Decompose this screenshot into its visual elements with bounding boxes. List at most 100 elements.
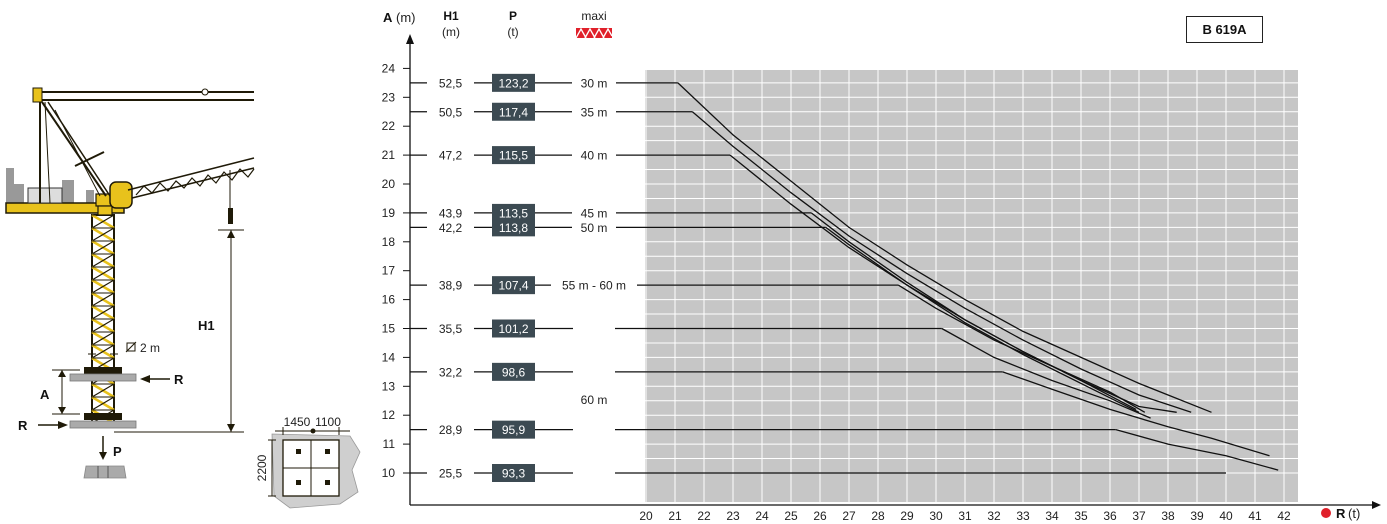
h1-cell [427, 203, 474, 222]
p-value: 107,4 [498, 279, 528, 293]
p-value: 93,3 [502, 467, 526, 481]
maxi-value: 55 m - 60 m [562, 279, 626, 293]
maxi-cell [572, 73, 616, 92]
footprint-width-2: 1100 [315, 415, 341, 429]
h1-value: 47,2 [439, 149, 463, 163]
x-tick-label: 42 [1277, 509, 1291, 523]
y-tick-label: 17 [382, 264, 396, 278]
maxi-cell [572, 218, 616, 237]
h1-cell [427, 146, 474, 165]
h1-header: H1 [443, 9, 459, 23]
x-tick-label: 27 [842, 509, 856, 523]
p-cell [492, 203, 535, 222]
p-cell [492, 73, 535, 92]
x-tick-label: 41 [1248, 509, 1262, 523]
x-tick-label: 32 [987, 509, 1001, 523]
h1-value: 52,5 [439, 76, 463, 90]
p-cell [492, 276, 535, 295]
x-tick-label: 31 [958, 509, 972, 523]
x-tick-label: 28 [871, 509, 885, 523]
x-tick-label: 40 [1219, 509, 1233, 523]
h1-cell [427, 73, 474, 92]
load-curve [810, 212, 1137, 410]
x-tick-label: 33 [1016, 509, 1030, 523]
buildings-icon [6, 168, 94, 204]
h1-value: 28,9 [439, 423, 463, 437]
y-tick-labels: 10 11 12 13 14 15 16 17 18 19 20 21 22 23 24 [382, 61, 410, 480]
load-curve [1002, 371, 1270, 457]
row-labels: 52,5 123,2 30 m 50,5 117,4 35 m 47,2 115,5 40 m 4… [427, 73, 637, 484]
curves [677, 82, 1279, 471]
h1-header-unit: (m) [442, 25, 460, 39]
p-value: 117,4 [499, 105, 528, 119]
y-tick-label: 19 [382, 206, 396, 220]
footprint-height: 2200 [255, 454, 269, 481]
r-axis-label: R [1336, 506, 1346, 521]
lower-collar [84, 413, 122, 420]
jib-truss-icon [109, 157, 255, 224]
y-tick-label: 24 [382, 61, 396, 75]
p-force-label: P [113, 444, 122, 459]
x-tick-label: 24 [755, 509, 769, 523]
p-value: 95,9 [502, 423, 526, 437]
y-tick-label: 22 [382, 119, 396, 133]
upper-collar [84, 367, 122, 374]
y-tick-label: 10 [382, 466, 396, 480]
x-tick-labels: 20 21 22 23 24 25 26 27 28 29 30 31 32 33 34 35 36 37 38 39… [639, 509, 1291, 523]
mast-icon [91, 213, 115, 425]
h1-value: 38,9 [439, 279, 463, 293]
p-cell [492, 146, 535, 165]
x-tick-label: 21 [668, 509, 682, 523]
footprint-diagram: 1450 1100 2200 [255, 415, 361, 509]
y-tick-label: 14 [382, 350, 396, 364]
p-value: 123,2 [498, 76, 528, 90]
h1-value: 32,2 [439, 365, 463, 379]
maxi-merged-cell [573, 319, 615, 484]
h1-value: 43,9 [439, 206, 463, 220]
h1-value: 50,5 [439, 105, 463, 119]
a-dimension-label: A [40, 387, 50, 402]
mast-width-label: 2 m [140, 341, 160, 355]
x-tick-label: 35 [1074, 509, 1088, 523]
y-tick-label: 20 [382, 177, 396, 191]
y-tick-label: 21 [382, 148, 396, 162]
r-force-label-left: R [18, 418, 28, 433]
maxi-cell [572, 146, 616, 165]
load-curve [825, 226, 1140, 413]
p-header-unit: (t) [507, 25, 518, 39]
machinery-icon [27, 187, 63, 204]
crane-diagram: H1 2 m A R R P [5, 87, 255, 479]
maxi-jib-icon [575, 27, 613, 39]
p-value: 98,6 [502, 365, 526, 379]
x-tick-label: 25 [784, 509, 798, 523]
maxi-cell [551, 276, 637, 295]
foundation-icon [83, 465, 127, 479]
maxi-value: 35 m [581, 105, 608, 119]
load-curve [941, 327, 1151, 419]
p-cell [492, 319, 535, 338]
maxi-value: 45 m [581, 206, 608, 220]
y-tick-label: 13 [382, 379, 396, 393]
y-tick-label: 11 [383, 437, 396, 451]
y-tick-label: 18 [382, 235, 396, 249]
model-badge: B 619A [1186, 16, 1263, 43]
load-curve [677, 82, 1212, 413]
maxi-value: 40 m [581, 149, 608, 163]
x-tick-label: 23 [726, 509, 740, 523]
r-force-label-right: R [174, 372, 184, 387]
x-tick-label: 37 [1132, 509, 1146, 523]
a-axis-label: A [383, 10, 393, 25]
h1-cell [427, 218, 474, 237]
a-axis-unit: (m) [396, 10, 416, 25]
slewing-ring-lower [97, 205, 113, 216]
maxi-merged-value: 60 m [581, 393, 608, 407]
h1-dimension-label: H1 [198, 318, 215, 333]
x-tick-label: 26 [813, 509, 827, 523]
p-cell [492, 420, 535, 439]
x-axis-arrow-icon [1372, 501, 1381, 509]
h1-cell [427, 319, 474, 338]
y-axis-arrow-icon [406, 34, 414, 44]
x-tick-label: 30 [929, 509, 943, 523]
axes [406, 34, 1381, 509]
